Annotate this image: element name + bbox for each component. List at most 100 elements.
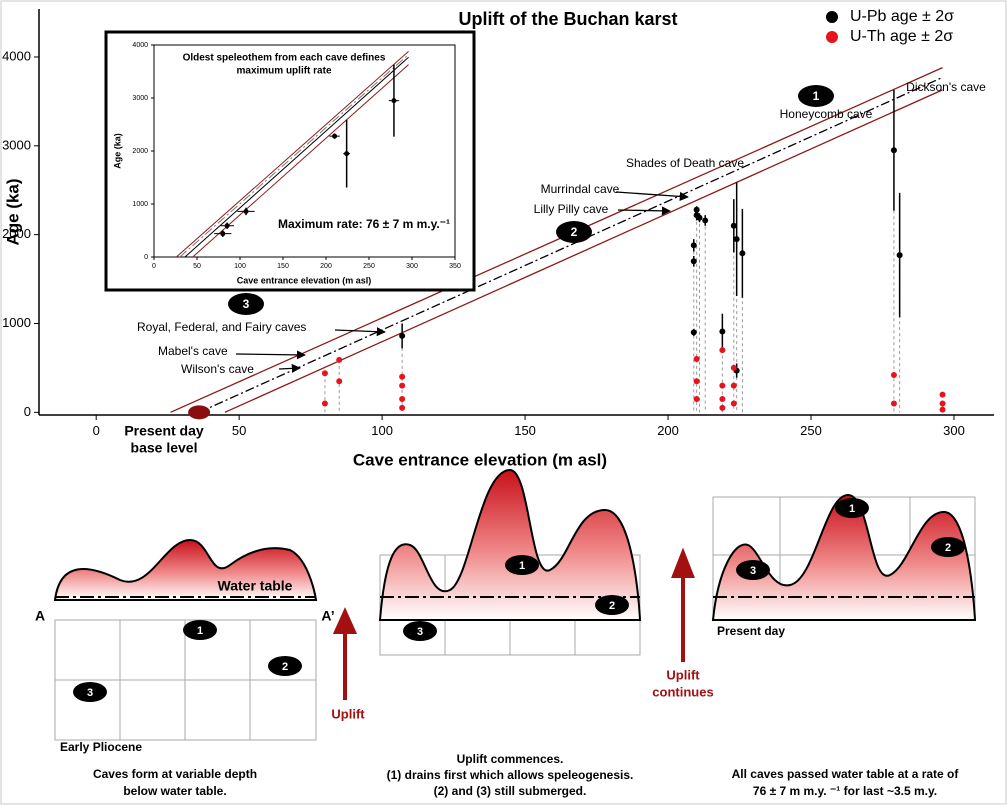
point bbox=[731, 365, 737, 371]
badge-label: 2 bbox=[282, 661, 288, 673]
badge-label: 1 bbox=[813, 89, 820, 103]
badge-label: 3 bbox=[417, 626, 423, 638]
x-tick-label: 0 bbox=[152, 263, 156, 270]
point bbox=[336, 357, 342, 363]
y-tick-label: 1000 bbox=[132, 201, 148, 208]
y-tick-label: 3000 bbox=[2, 137, 31, 152]
x-tick-label: 200 bbox=[320, 263, 332, 270]
cave-label: Wilson's cave bbox=[181, 362, 254, 376]
cave-label: Honeycomb cave bbox=[780, 107, 873, 121]
y-tick-label: 4000 bbox=[2, 48, 31, 63]
point bbox=[731, 223, 737, 229]
y-tick-label: 0 bbox=[144, 254, 148, 261]
y-tick-label: 2000 bbox=[132, 148, 148, 155]
point bbox=[940, 400, 946, 406]
y-tick-label: 0 bbox=[24, 404, 31, 419]
water-table-label: Water table bbox=[218, 578, 293, 594]
badge-label: 2 bbox=[945, 542, 951, 554]
x-axis-label: Cave entrance elevation (m asl) bbox=[353, 450, 607, 469]
legend-label: U-Th age ± 2σ bbox=[850, 28, 953, 45]
point bbox=[719, 347, 725, 353]
point bbox=[731, 400, 737, 406]
cave-label: Mabel's cave bbox=[158, 344, 228, 358]
point bbox=[322, 400, 328, 406]
cave-label: Royal, Federal, and Fairy caves bbox=[137, 320, 306, 334]
caption: Caves form at variable depth bbox=[93, 767, 257, 781]
point bbox=[391, 98, 396, 103]
x-tick-label: 250 bbox=[800, 423, 822, 438]
x-tick-label: 250 bbox=[363, 263, 375, 270]
point bbox=[322, 370, 328, 376]
legend-label: U-Pb age ± 2σ bbox=[850, 8, 954, 25]
inset-title: Oldest speleothem from each cave defines bbox=[183, 53, 386, 64]
badge-label: 3 bbox=[87, 687, 93, 699]
point bbox=[696, 215, 702, 221]
base-level-label: base level bbox=[131, 440, 198, 456]
point bbox=[694, 396, 700, 402]
chart-title: Uplift of the Buchan karst bbox=[458, 9, 677, 29]
point bbox=[694, 356, 700, 362]
inset-annotation: Maximum rate: 76 ± 7 m m.y.⁻¹ bbox=[278, 217, 450, 231]
caption: (1) drains first which allows speleogene… bbox=[387, 768, 634, 782]
y-tick-label: 3000 bbox=[132, 95, 148, 102]
point bbox=[891, 147, 897, 153]
point bbox=[691, 242, 697, 248]
uplift-label: Uplift bbox=[666, 667, 700, 682]
point bbox=[332, 134, 337, 139]
x-tick-label: 50 bbox=[232, 423, 246, 438]
x-tick-label: 0 bbox=[93, 423, 100, 438]
caption: Uplift commences. bbox=[457, 752, 564, 766]
point bbox=[719, 328, 725, 334]
point bbox=[691, 258, 697, 264]
cave-label: Shades of Death cave bbox=[626, 156, 744, 170]
caption: below water table. bbox=[123, 784, 226, 798]
x-tick-label: 100 bbox=[234, 263, 246, 270]
point bbox=[694, 378, 700, 384]
x-tick-label: 150 bbox=[277, 263, 289, 270]
panel-label: Present day bbox=[717, 624, 785, 638]
y-axis-label: Age (ka) bbox=[3, 178, 22, 245]
y-tick-label: 4000 bbox=[132, 42, 148, 49]
y-tick-label: 1000 bbox=[2, 315, 31, 330]
caption: (2) and (3) still submerged. bbox=[434, 784, 587, 798]
cave-label: Murrindal cave bbox=[541, 182, 620, 196]
figure: Water table A A’ Early Pliocene Present … bbox=[0, 0, 1007, 805]
x-tick-label: 200 bbox=[657, 423, 679, 438]
x-tick-label: 300 bbox=[943, 423, 965, 438]
point bbox=[891, 400, 897, 406]
point bbox=[399, 333, 405, 339]
point bbox=[244, 209, 249, 214]
legend-marker bbox=[826, 31, 838, 43]
badge-label: 2 bbox=[609, 600, 615, 612]
cave-label: Lilly Pilly cave bbox=[534, 202, 609, 216]
x-tick-label: 100 bbox=[371, 423, 393, 438]
point bbox=[399, 396, 405, 402]
y-axis-label: Age (ka) bbox=[112, 133, 122, 169]
base-level bbox=[188, 405, 210, 419]
point bbox=[719, 396, 725, 402]
point bbox=[719, 383, 725, 389]
point bbox=[719, 405, 725, 411]
point bbox=[897, 252, 903, 258]
badge-label: 1 bbox=[197, 625, 203, 637]
inset-title: maximum uplift rate bbox=[236, 66, 331, 77]
point bbox=[731, 383, 737, 389]
point bbox=[734, 236, 740, 242]
x-tick-label: 350 bbox=[449, 263, 461, 270]
badge-label: 1 bbox=[849, 503, 855, 515]
badge-label: 3 bbox=[243, 297, 250, 311]
x-tick-label: 150 bbox=[514, 423, 536, 438]
badge-label: 3 bbox=[750, 565, 756, 577]
base-level-label: Present day bbox=[124, 423, 204, 439]
point bbox=[702, 217, 708, 223]
point bbox=[399, 405, 405, 411]
cave-label: Dickson's cave bbox=[906, 80, 986, 94]
point bbox=[891, 372, 897, 378]
caption: 76 ± 7 m m.y. ⁻¹ for last ~3.5 m.y. bbox=[753, 784, 937, 798]
point bbox=[691, 329, 697, 335]
legend-marker bbox=[826, 11, 838, 23]
section-label: A bbox=[35, 608, 45, 624]
panel-label: Early Pliocene bbox=[60, 740, 142, 754]
point bbox=[739, 250, 745, 256]
caption: All caves passed water table at a rate o… bbox=[732, 767, 960, 781]
